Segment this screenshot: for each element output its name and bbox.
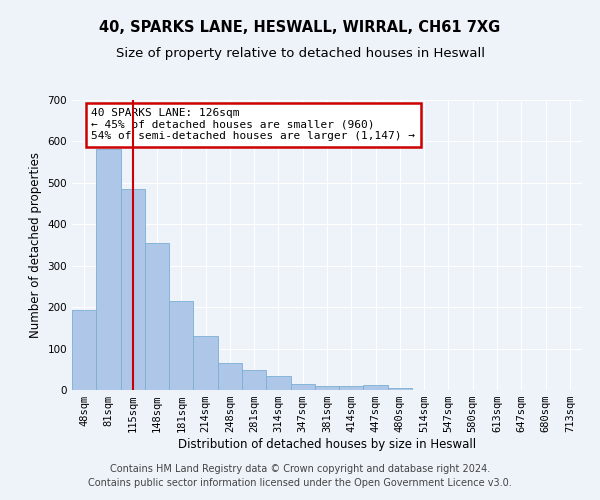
Text: 40 SPARKS LANE: 126sqm
← 45% of detached houses are smaller (960)
54% of semi-de: 40 SPARKS LANE: 126sqm ← 45% of detached… [91, 108, 415, 142]
Bar [242, 370, 266, 390]
Bar [364, 386, 388, 390]
Bar [290, 384, 315, 390]
Bar [218, 364, 242, 390]
Bar [96, 149, 121, 390]
Text: 40, SPARKS LANE, HESWALL, WIRRAL, CH61 7XG: 40, SPARKS LANE, HESWALL, WIRRAL, CH61 7… [100, 20, 500, 35]
Bar [145, 244, 169, 390]
Bar [169, 301, 193, 390]
Bar [315, 386, 339, 390]
Text: Contains HM Land Registry data © Crown copyright and database right 2024.
Contai: Contains HM Land Registry data © Crown c… [88, 464, 512, 487]
Text: Size of property relative to detached houses in Heswall: Size of property relative to detached ho… [115, 48, 485, 60]
Bar [266, 376, 290, 390]
Bar [339, 386, 364, 390]
Bar [193, 336, 218, 390]
Bar [388, 388, 412, 390]
Bar [72, 310, 96, 390]
Bar [121, 189, 145, 390]
Y-axis label: Number of detached properties: Number of detached properties [29, 152, 42, 338]
X-axis label: Distribution of detached houses by size in Heswall: Distribution of detached houses by size … [178, 438, 476, 451]
